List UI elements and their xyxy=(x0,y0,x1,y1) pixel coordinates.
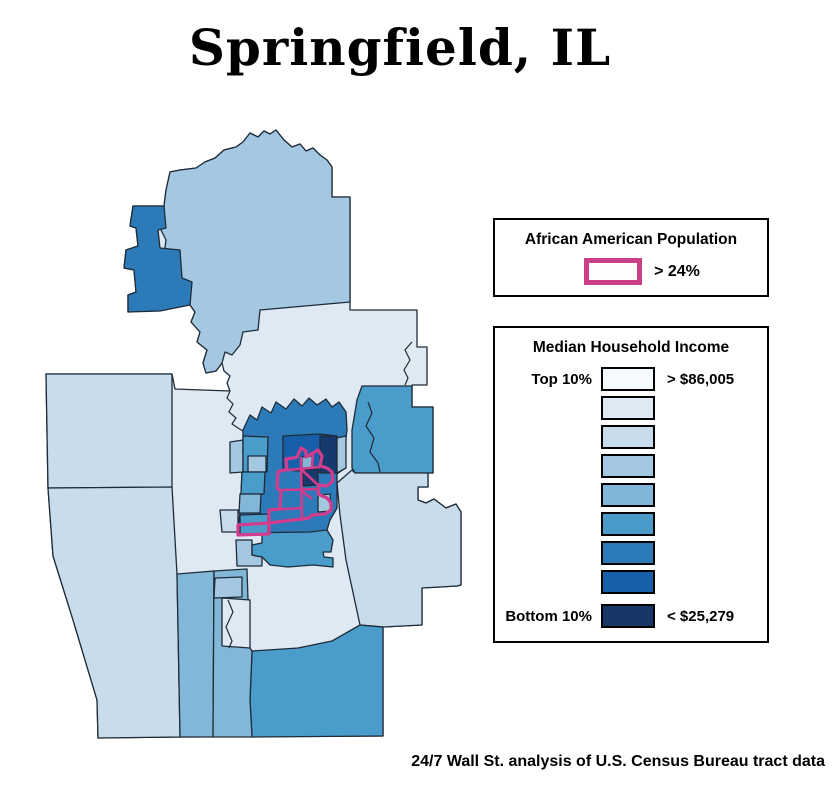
income-color-swatch xyxy=(601,512,655,536)
tract-west-upper xyxy=(45,373,173,489)
income-row-left-label: Bottom 10% xyxy=(505,607,592,625)
income-row-left-label: Top 10% xyxy=(531,370,592,388)
river-south xyxy=(225,599,234,649)
income-color-swatch xyxy=(601,541,655,565)
income-color-swatch xyxy=(601,396,655,420)
population-outline-swatch xyxy=(584,258,643,285)
income-color-swatch xyxy=(601,483,655,507)
income-row-6 xyxy=(495,512,767,536)
tract-city-west-4 xyxy=(238,493,262,514)
river-central xyxy=(226,390,244,432)
income-row-1: Top 10% > $86,005 xyxy=(495,367,767,391)
legend-income-title: Median Household Income xyxy=(532,339,730,356)
tract-east-side xyxy=(351,385,434,474)
income-row-7 xyxy=(495,541,767,565)
tract-city-east-strip xyxy=(336,435,347,474)
legend-population: African American Population > 24% xyxy=(493,218,769,297)
river-lines xyxy=(225,341,413,649)
legend-population-row: > 24% xyxy=(495,258,767,285)
income-color-swatch xyxy=(601,454,655,478)
legend-population-title: African American Population xyxy=(524,231,738,248)
income-row-right-label: < $25,279 xyxy=(667,607,735,625)
income-row-3 xyxy=(495,425,767,449)
income-color-swatch xyxy=(601,570,655,594)
income-row-right-label: > $86,005 xyxy=(667,370,735,388)
legend-income: Median Household Income Top 10% > $86,005… xyxy=(493,326,769,643)
income-scale-rows: Top 10% > $86,005 Bottom 10% < $25,279 xyxy=(495,367,767,628)
tract-polygons xyxy=(45,129,462,739)
income-row-9: Bottom 10% < $25,279 xyxy=(495,604,767,628)
tract-northwest-arm xyxy=(123,205,193,313)
attribution-text: 24/7 Wall St. analysis of U.S. Census Bu… xyxy=(411,753,825,770)
aa-population-outline xyxy=(277,465,321,473)
income-row-2 xyxy=(495,396,767,420)
tract-west-lower xyxy=(47,486,181,739)
income-color-swatch xyxy=(601,367,655,391)
tract-south-strip-west xyxy=(176,570,215,738)
aa-population-outline xyxy=(280,487,319,492)
income-color-swatch xyxy=(601,425,655,449)
aa-population-outline xyxy=(301,469,319,486)
income-row-5 xyxy=(495,483,767,507)
aa-population-outline xyxy=(301,489,313,501)
aa-population-outline xyxy=(236,446,335,537)
river-northeast xyxy=(403,341,413,386)
income-row-8 xyxy=(495,570,767,594)
tract-city-southwest xyxy=(219,509,239,533)
tract-south-river-notch xyxy=(221,597,251,649)
income-row-4 xyxy=(495,454,767,478)
tract-southeast-pale xyxy=(336,469,462,628)
african-american-outline xyxy=(236,446,335,537)
tract-city-west-2 xyxy=(247,455,267,473)
page-title: Springfield, IL xyxy=(188,18,612,77)
tract-south-mini xyxy=(213,576,243,599)
aa-population-outline xyxy=(268,506,303,512)
income-color-swatch xyxy=(601,604,655,628)
aa-population-outline xyxy=(310,452,315,468)
river-east xyxy=(365,401,381,473)
population-threshold-label: > 24% xyxy=(654,262,700,280)
tract-city-west-3 xyxy=(240,471,266,495)
tract-city-west-outer xyxy=(229,439,244,474)
